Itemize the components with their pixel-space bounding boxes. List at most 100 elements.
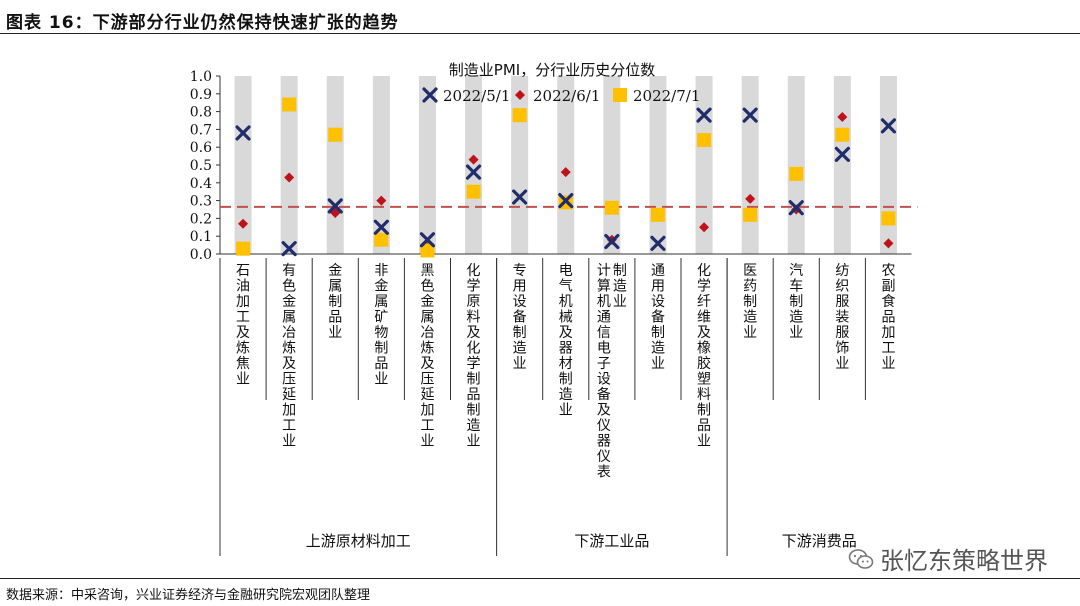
x-label-char: 学 [467,356,481,372]
data-point-x [604,233,620,250]
x-label-char: 造 [743,310,757,326]
x-label-char: 器 [559,341,573,357]
x-marker-stroke [422,87,438,103]
x-category-label: 专用设备制造业 [513,263,527,372]
category-bar [465,76,483,254]
x-label-char: 制 [697,403,711,419]
data-point-diamond [837,111,848,122]
x-marker-stroke [419,232,436,248]
x-label-char: 焦 [236,356,250,372]
data-point-square [282,97,297,112]
data-point-diamond [468,154,479,165]
x-label-char: 品 [881,310,895,326]
data-point-x [373,219,389,235]
x-label-char: 子 [597,356,611,372]
watermark: 张忆东策略世界 [848,541,1048,576]
data-point-square [835,127,850,142]
category-bar [372,76,390,254]
y-tick-label: 0.7 [190,122,212,138]
x-label-char: 服 [835,294,849,310]
y-tick-label: 0.8 [190,105,212,121]
y-axis: 0.0 0.1 0.20.3 0.4 0.5 0.6 0.70.8 0.9 1.0 [190,69,912,263]
legend-label: 2022/5/1 [443,87,510,105]
x-label-char: 表 [597,465,611,481]
x-label-char: 材 [559,356,573,372]
data-point-x [742,107,758,123]
x-label-char: 业 [374,372,388,388]
x-label-char: 业 [420,434,434,450]
data-points [235,97,897,258]
data-point-diamond [699,222,710,233]
data-point-x [235,125,251,141]
y-tick-label: 0.2 [190,211,212,227]
x-category-label: 农副食品加工业 [881,263,895,372]
source-note: 数据来源：中采咨询，兴业证券经济与金融研究院宏观团队整理 [6,588,371,603]
x-label-char: 加 [420,403,434,419]
x-label-char: 业 [835,356,849,372]
x-label-char: 品 [697,418,711,434]
y-tick-label: 0.4 [190,176,212,192]
x-label-char: 属 [282,310,296,326]
x-label-char: 业 [613,294,627,310]
x-category-label: 黑色金属冶炼及压延加工业 [420,263,434,450]
legend-marker-square [613,88,627,102]
legend: 2022/5/1 2022/6/1 2022/7/1 [422,87,700,105]
category-bar [741,76,759,254]
x-label-char: 备 [597,386,611,403]
x-label-char: 金 [420,294,434,310]
x-label-char: 业 [328,325,342,341]
x-label-char: 电 [559,263,573,279]
x-label-char: 设 [597,372,611,388]
x-label-char: 矿 [374,310,388,326]
x-label-char: 延 [282,387,296,403]
x-label-char: 品 [328,310,342,326]
category-bar [833,76,851,254]
x-label-char: 造 [513,341,527,357]
x-label-char: 制 [743,294,757,310]
legend-marker-x [422,87,438,103]
x-label-char: 工 [881,341,895,357]
data-point-x [834,146,850,162]
x-label-char: 橡 [697,341,711,357]
x-label-char: 备 [651,309,665,326]
category-bar [603,76,621,254]
x-label-char: 业 [789,325,803,341]
x-label-char: 石 [236,263,250,279]
x-category-label: 通用设备制造业 [651,263,665,372]
top-rule [0,33,1080,34]
y-tick-label: 0.5 [190,158,212,174]
y-tick-label: 0.0 [190,247,212,263]
data-point-x [419,232,436,248]
legend-label: 2022/7/1 [633,87,700,105]
x-label-char: 金 [328,263,342,279]
data-point-square [743,207,758,222]
x-label-char: 压 [282,372,296,388]
x-category-label: 非金属矿物制品业 [374,263,388,388]
category-bar [280,76,298,254]
x-label-char: 用 [651,279,665,295]
x-label-char: 品 [374,356,388,372]
x-label-char: 设 [513,294,527,310]
y-tick-label: 0.3 [190,194,212,210]
x-label-char: 副 [881,279,895,295]
x-label-char: 业 [467,434,481,450]
y-tick-label: 1.0 [190,69,212,85]
y-tick-label: 0.6 [190,140,212,156]
wechat-icon [848,548,874,569]
data-point-diamond [883,238,894,249]
x-label-char: 机 [559,294,573,310]
x-marker-stroke [558,193,574,209]
x-label-char: 制 [467,403,481,419]
x-label-char: 炼 [420,341,434,357]
x-category-label: 计算机通信电子设备及仪器仪表 制造业 [597,263,627,481]
x-category-label: 化学原料及化学制品制造业 [467,263,481,450]
data-point-square [650,207,665,222]
x-label-char: 油 [236,279,250,295]
x-label-char: 制 [328,294,342,310]
x-label-char: 业 [697,434,711,450]
x-label-char: 制 [467,372,481,388]
x-label-char: 压 [420,372,434,388]
x-category-label: 金属制品业 [328,263,342,341]
x-label-char: 黑 [420,263,434,279]
category-bar [511,76,529,254]
